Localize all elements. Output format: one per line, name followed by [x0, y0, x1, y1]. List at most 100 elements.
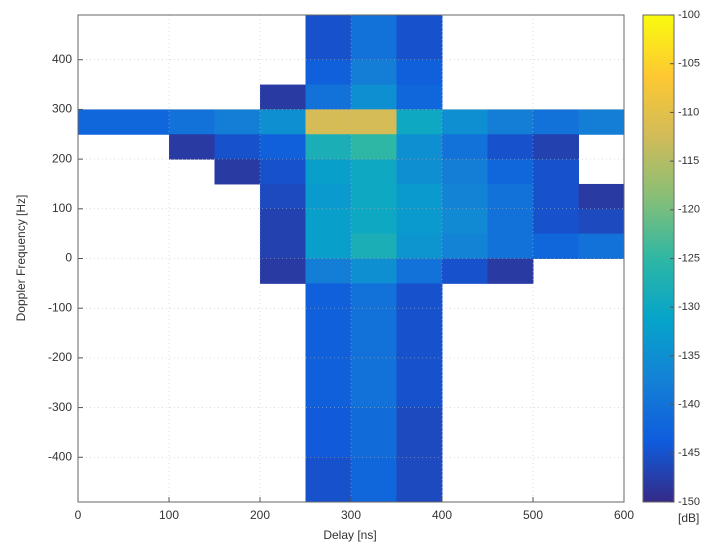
heat-cell — [578, 109, 624, 135]
heat-cell — [442, 183, 488, 210]
heat-cell — [578, 233, 624, 259]
heat-cell — [260, 258, 306, 284]
y-tick-label: -100 — [48, 300, 72, 314]
heat-cell — [533, 134, 579, 160]
heat-cell — [487, 109, 534, 135]
heat-cell — [214, 109, 261, 135]
heat-cell — [442, 233, 488, 259]
heat-cell — [487, 208, 534, 235]
heat-cell — [351, 333, 397, 359]
heat-cell — [351, 283, 397, 309]
heat-cell — [351, 382, 397, 409]
x-tick-label: 200 — [250, 508, 270, 522]
heat-cell — [305, 84, 352, 110]
colorbar — [642, 14, 675, 503]
heat-cell — [396, 333, 443, 359]
colorbar-tick-label: -115 — [678, 155, 699, 167]
colorbar-tick-label: -100 — [678, 9, 700, 21]
heat-cell — [305, 432, 352, 458]
heat-cell — [396, 382, 443, 409]
heat-cell — [305, 407, 352, 433]
heat-cell — [305, 183, 352, 210]
heat-cell — [396, 357, 443, 384]
heat-cell — [351, 34, 397, 61]
heat-cell — [305, 134, 352, 160]
colorbar-tick-label: -130 — [678, 301, 700, 313]
x-tick-label: 0 — [75, 508, 82, 522]
heat-cell — [396, 308, 443, 334]
heat-cell — [305, 34, 352, 61]
x-axis-label: Delay [ns] — [323, 528, 376, 542]
heat-cell — [396, 407, 443, 433]
x-tick-label: 500 — [523, 508, 543, 522]
heat-cell — [351, 59, 397, 86]
heat-cell — [533, 233, 579, 259]
colorbar-tick-label: -140 — [678, 399, 700, 411]
heat-cell — [305, 333, 352, 359]
heat-cell — [487, 134, 534, 160]
heat-cell — [305, 308, 352, 334]
heat-cell — [351, 109, 397, 135]
heat-cell — [442, 258, 488, 284]
heat-cell — [305, 382, 352, 409]
heat-cell — [396, 109, 443, 135]
heat-cell — [396, 34, 443, 61]
heat-cell — [396, 457, 443, 483]
heat-cell — [351, 183, 397, 210]
heat-cell — [169, 134, 215, 160]
heat-cell — [260, 134, 306, 160]
heat-cell — [305, 59, 352, 86]
heat-cell — [396, 432, 443, 458]
y-tick-label: 100 — [52, 201, 72, 215]
heat-cell — [351, 308, 397, 334]
heat-cell — [305, 283, 352, 309]
heat-cell — [442, 134, 488, 160]
colorbar-label: [dB] — [678, 511, 699, 525]
heat-cell — [305, 159, 352, 185]
heat-cell — [305, 208, 352, 235]
heat-cell — [442, 208, 488, 235]
y-tick-label: -300 — [48, 400, 72, 414]
y-tick-label: 300 — [52, 102, 72, 116]
heat-cell — [351, 84, 397, 110]
heat-cell — [533, 159, 579, 185]
heat-cell — [487, 233, 534, 259]
heat-cell — [123, 109, 170, 135]
heat-cell — [351, 357, 397, 384]
heat-cell — [169, 109, 215, 135]
x-tick-label: 600 — [614, 508, 634, 522]
plot-frame — [77, 14, 625, 503]
heat-cell — [487, 159, 534, 185]
heat-cell — [214, 134, 261, 160]
heat-cell — [533, 109, 579, 135]
colorbar-tick-label: -110 — [678, 106, 699, 118]
x-tick-label: 400 — [432, 508, 452, 522]
heat-cell — [396, 233, 443, 259]
y-tick-label: 400 — [52, 52, 72, 66]
heat-cell — [487, 183, 534, 210]
heat-cell — [442, 159, 488, 185]
heat-cell — [578, 208, 624, 235]
colorbar-tick-label: -105 — [678, 58, 700, 70]
heat-cell — [533, 183, 579, 210]
y-tick-label: -200 — [48, 350, 72, 364]
heat-cell — [351, 208, 397, 235]
heat-cell — [578, 183, 624, 210]
colorbar-tick-label: -135 — [678, 350, 700, 362]
heat-cell — [260, 183, 306, 210]
heat-cell — [305, 357, 352, 384]
heat-cell — [260, 233, 306, 259]
heat-cell — [351, 15, 397, 36]
heat-cell — [396, 258, 443, 284]
heat-cell — [260, 208, 306, 235]
heat-cell — [487, 258, 534, 284]
heat-cell — [305, 482, 352, 502]
heat-cell — [305, 457, 352, 483]
heat-cell — [351, 457, 397, 483]
heat-cell — [351, 482, 397, 502]
colorbar-tick-label: -145 — [678, 447, 700, 459]
y-tick-label: -400 — [48, 449, 72, 463]
heat-cell — [305, 233, 352, 259]
heat-cell — [351, 159, 397, 185]
